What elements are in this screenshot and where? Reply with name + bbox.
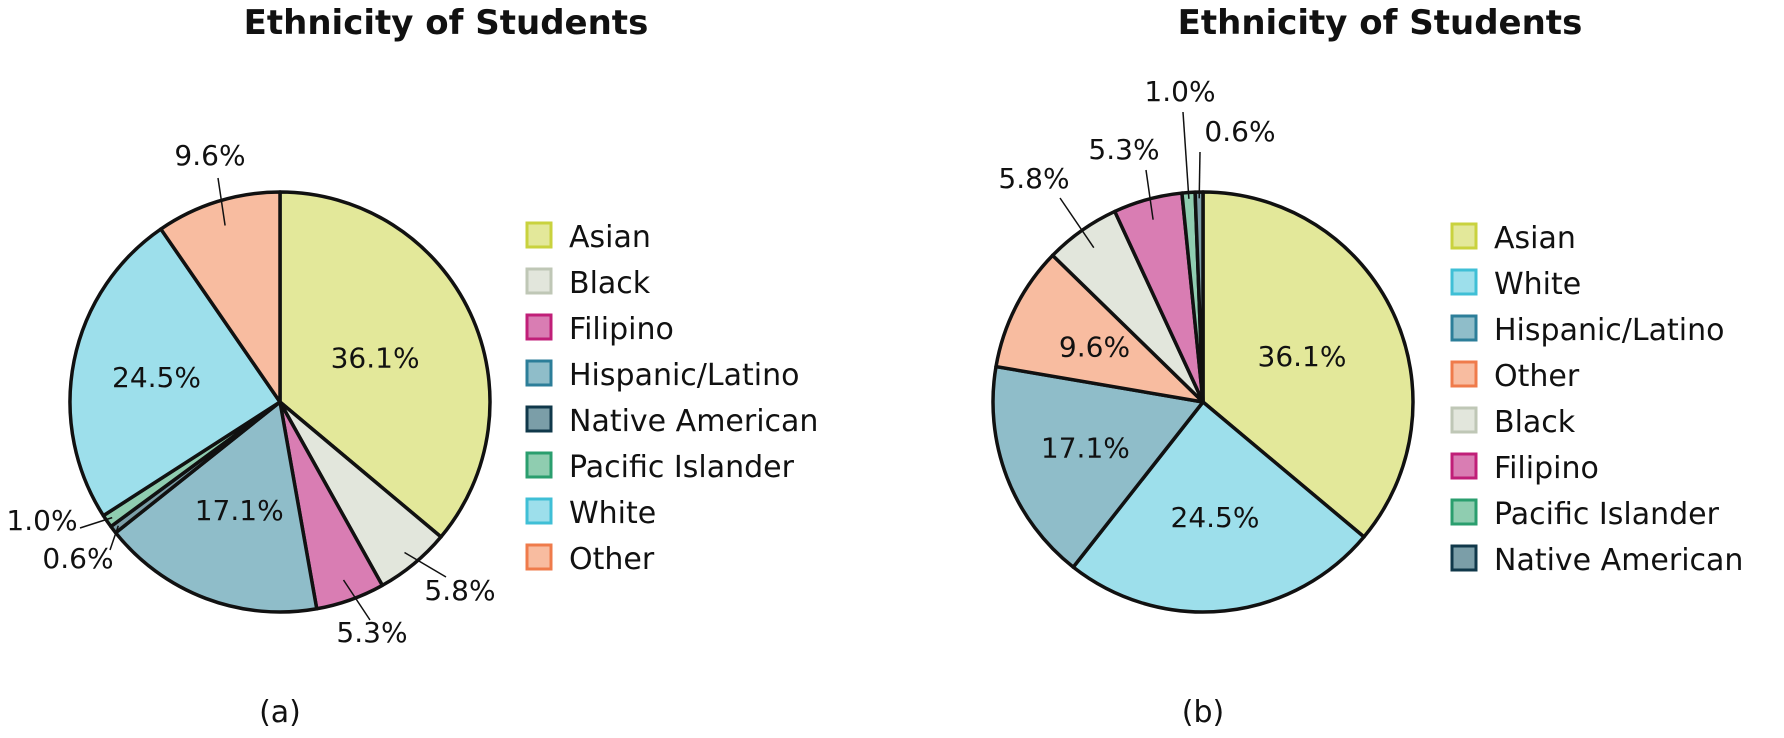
legend-label-pacific-islander: Pacific Islander: [1494, 497, 1720, 532]
legend-label-pacific-islander: Pacific Islander: [569, 450, 795, 485]
slice-label-other: 9.6%: [174, 139, 245, 172]
slice-label-pacific-islander: 1.0%: [6, 504, 77, 537]
legend-item-black: Black: [1450, 405, 1576, 440]
slice-label-asian: 36.1%: [331, 342, 420, 375]
chart-panel-a: Ethnicity of Students 36.1% 5.8% 5.3% 17.1%…: [6, 3, 818, 730]
leader-line-native-american: [109, 525, 120, 551]
leader-line-filipino: [1145, 169, 1154, 220]
slice-label-hispanic-latino: 17.1%: [195, 494, 284, 527]
legend-swatch-hispanic-latino: [1450, 314, 1478, 342]
slice-label-hispanic-latino: 17.1%: [1041, 431, 1130, 464]
legend-swatch-black: [1450, 406, 1478, 434]
legend-label-black: Black: [1494, 405, 1576, 440]
legend-label-native-american: Native American: [569, 404, 818, 439]
legend-label-native-american: Native American: [1494, 543, 1743, 578]
legend-swatch-native-american: [1450, 544, 1478, 572]
legend-swatch-asian: [525, 221, 553, 249]
legend-label-filipino: Filipino: [569, 312, 674, 347]
pie-slice-white: [1071, 400, 1366, 614]
chart-title-b: Ethnicity of Students: [1178, 3, 1583, 43]
legend-item-hispanic-latino: Hispanic/Latino: [525, 358, 799, 393]
legend-item-other: Other: [525, 542, 655, 577]
legend-swatch-hispanic-latino: [525, 359, 553, 387]
slice-label-native-american: 0.6%: [1204, 115, 1275, 148]
panel-label-a: (a): [259, 695, 301, 730]
pie-slice-white: [68, 227, 282, 518]
legend-item-hispanic-latino: Hispanic/Latino: [1450, 313, 1724, 348]
slice-label-native-american: 0.6%: [42, 542, 113, 575]
legend-swatch-asian: [1450, 222, 1478, 250]
legend-item-black: Black: [525, 266, 651, 301]
legend-b: Asian White Hispanic/Latino Other Black Filip…: [1450, 221, 1743, 578]
pie-slice-other: [159, 190, 282, 404]
slice-label-pacific-islander: 1.0%: [1144, 75, 1215, 108]
legend-label-other: Other: [1494, 359, 1580, 394]
legend-swatch-native-american: [525, 405, 553, 433]
legend-item-native-american: Native American: [1450, 543, 1743, 578]
slice-label-black: 5.8%: [424, 574, 495, 607]
slice-label-white: 24.5%: [112, 361, 201, 394]
slice-label-filipino: 5.3%: [336, 616, 407, 649]
leader-line-filipino: [342, 579, 371, 621]
legend-label-white: White: [569, 496, 656, 531]
legend-label-hispanic-latino: Hispanic/Latino: [1494, 313, 1724, 348]
leader-line-other: [217, 177, 226, 226]
pie-slice-asian: [1201, 190, 1415, 539]
chart-panel-b: Ethnicity of Students 36.1% 24.5% 17.1% 9.6…: [991, 3, 1743, 730]
leader-line-black: [404, 551, 447, 578]
slice-labels-b: 36.1% 24.5% 17.1% 9.6% 5.8% 5.3% 1.0% 0.6%: [998, 75, 1346, 534]
legend-item-other: Other: [1450, 359, 1580, 394]
legend-item-white: White: [1450, 267, 1581, 302]
chart-title-a: Ethnicity of Students: [244, 3, 649, 43]
pie-slice-other: [994, 253, 1205, 404]
leader-line-black: [1059, 197, 1095, 249]
legend-label-hispanic-latino: Hispanic/Latino: [569, 358, 799, 393]
legend-swatch-filipino: [1450, 452, 1478, 480]
legend-swatch-pacific-islander: [1450, 498, 1478, 526]
legend-item-native-american: Native American: [525, 404, 818, 439]
slice-label-black: 5.8%: [998, 162, 1069, 195]
legend-label-filipino: Filipino: [1494, 451, 1599, 486]
legend-item-pacific-islander: Pacific Islander: [525, 450, 795, 485]
legend-label-asian: Asian: [569, 220, 651, 255]
legend-swatch-other: [1450, 360, 1478, 388]
pie-b: [991, 190, 1415, 614]
legend-swatch-white: [525, 497, 553, 525]
legend-item-filipino: Filipino: [1450, 451, 1599, 486]
legend-a: Asian Black Filipino Hispanic/Latino Native …: [525, 220, 818, 577]
pie-slice-hispanic-latino: [991, 364, 1205, 569]
slice-label-white: 24.5%: [1171, 501, 1260, 534]
legend-item-pacific-islander: Pacific Islander: [1450, 497, 1720, 532]
slice-label-asian: 36.1%: [1258, 340, 1347, 373]
legend-swatch-white: [1450, 268, 1478, 296]
pie-slice-hispanic-latino: [113, 400, 319, 614]
pie-a: [68, 190, 492, 614]
pie-slice-asian: [278, 190, 492, 539]
slice-label-filipino: 5.3%: [1088, 133, 1159, 166]
legend-swatch-other: [525, 543, 553, 571]
leader-line-native-american: [1198, 151, 1201, 199]
legend-swatch-black: [525, 267, 553, 295]
legend-item-white: White: [525, 496, 656, 531]
leader-line-pacific-islander: [79, 516, 113, 529]
slice-label-other: 9.6%: [1059, 331, 1130, 364]
leader-line-pacific-islander: [1182, 111, 1190, 199]
legend-item-filipino: Filipino: [525, 312, 674, 347]
legend-item-asian: Asian: [1450, 221, 1576, 256]
legend-label-white: White: [1494, 267, 1581, 302]
panel-label-b: (b): [1182, 695, 1224, 730]
legend-label-black: Black: [569, 266, 651, 301]
legend-swatch-filipino: [525, 313, 553, 341]
slice-labels-a: 36.1% 5.8% 5.3% 17.1% 0.6% 1.0% 24.5% 9.6%: [6, 139, 495, 649]
legend-swatch-pacific-islander: [525, 451, 553, 479]
legend-item-asian: Asian: [525, 220, 651, 255]
legend-label-other: Other: [569, 542, 655, 577]
legend-label-asian: Asian: [1494, 221, 1576, 256]
